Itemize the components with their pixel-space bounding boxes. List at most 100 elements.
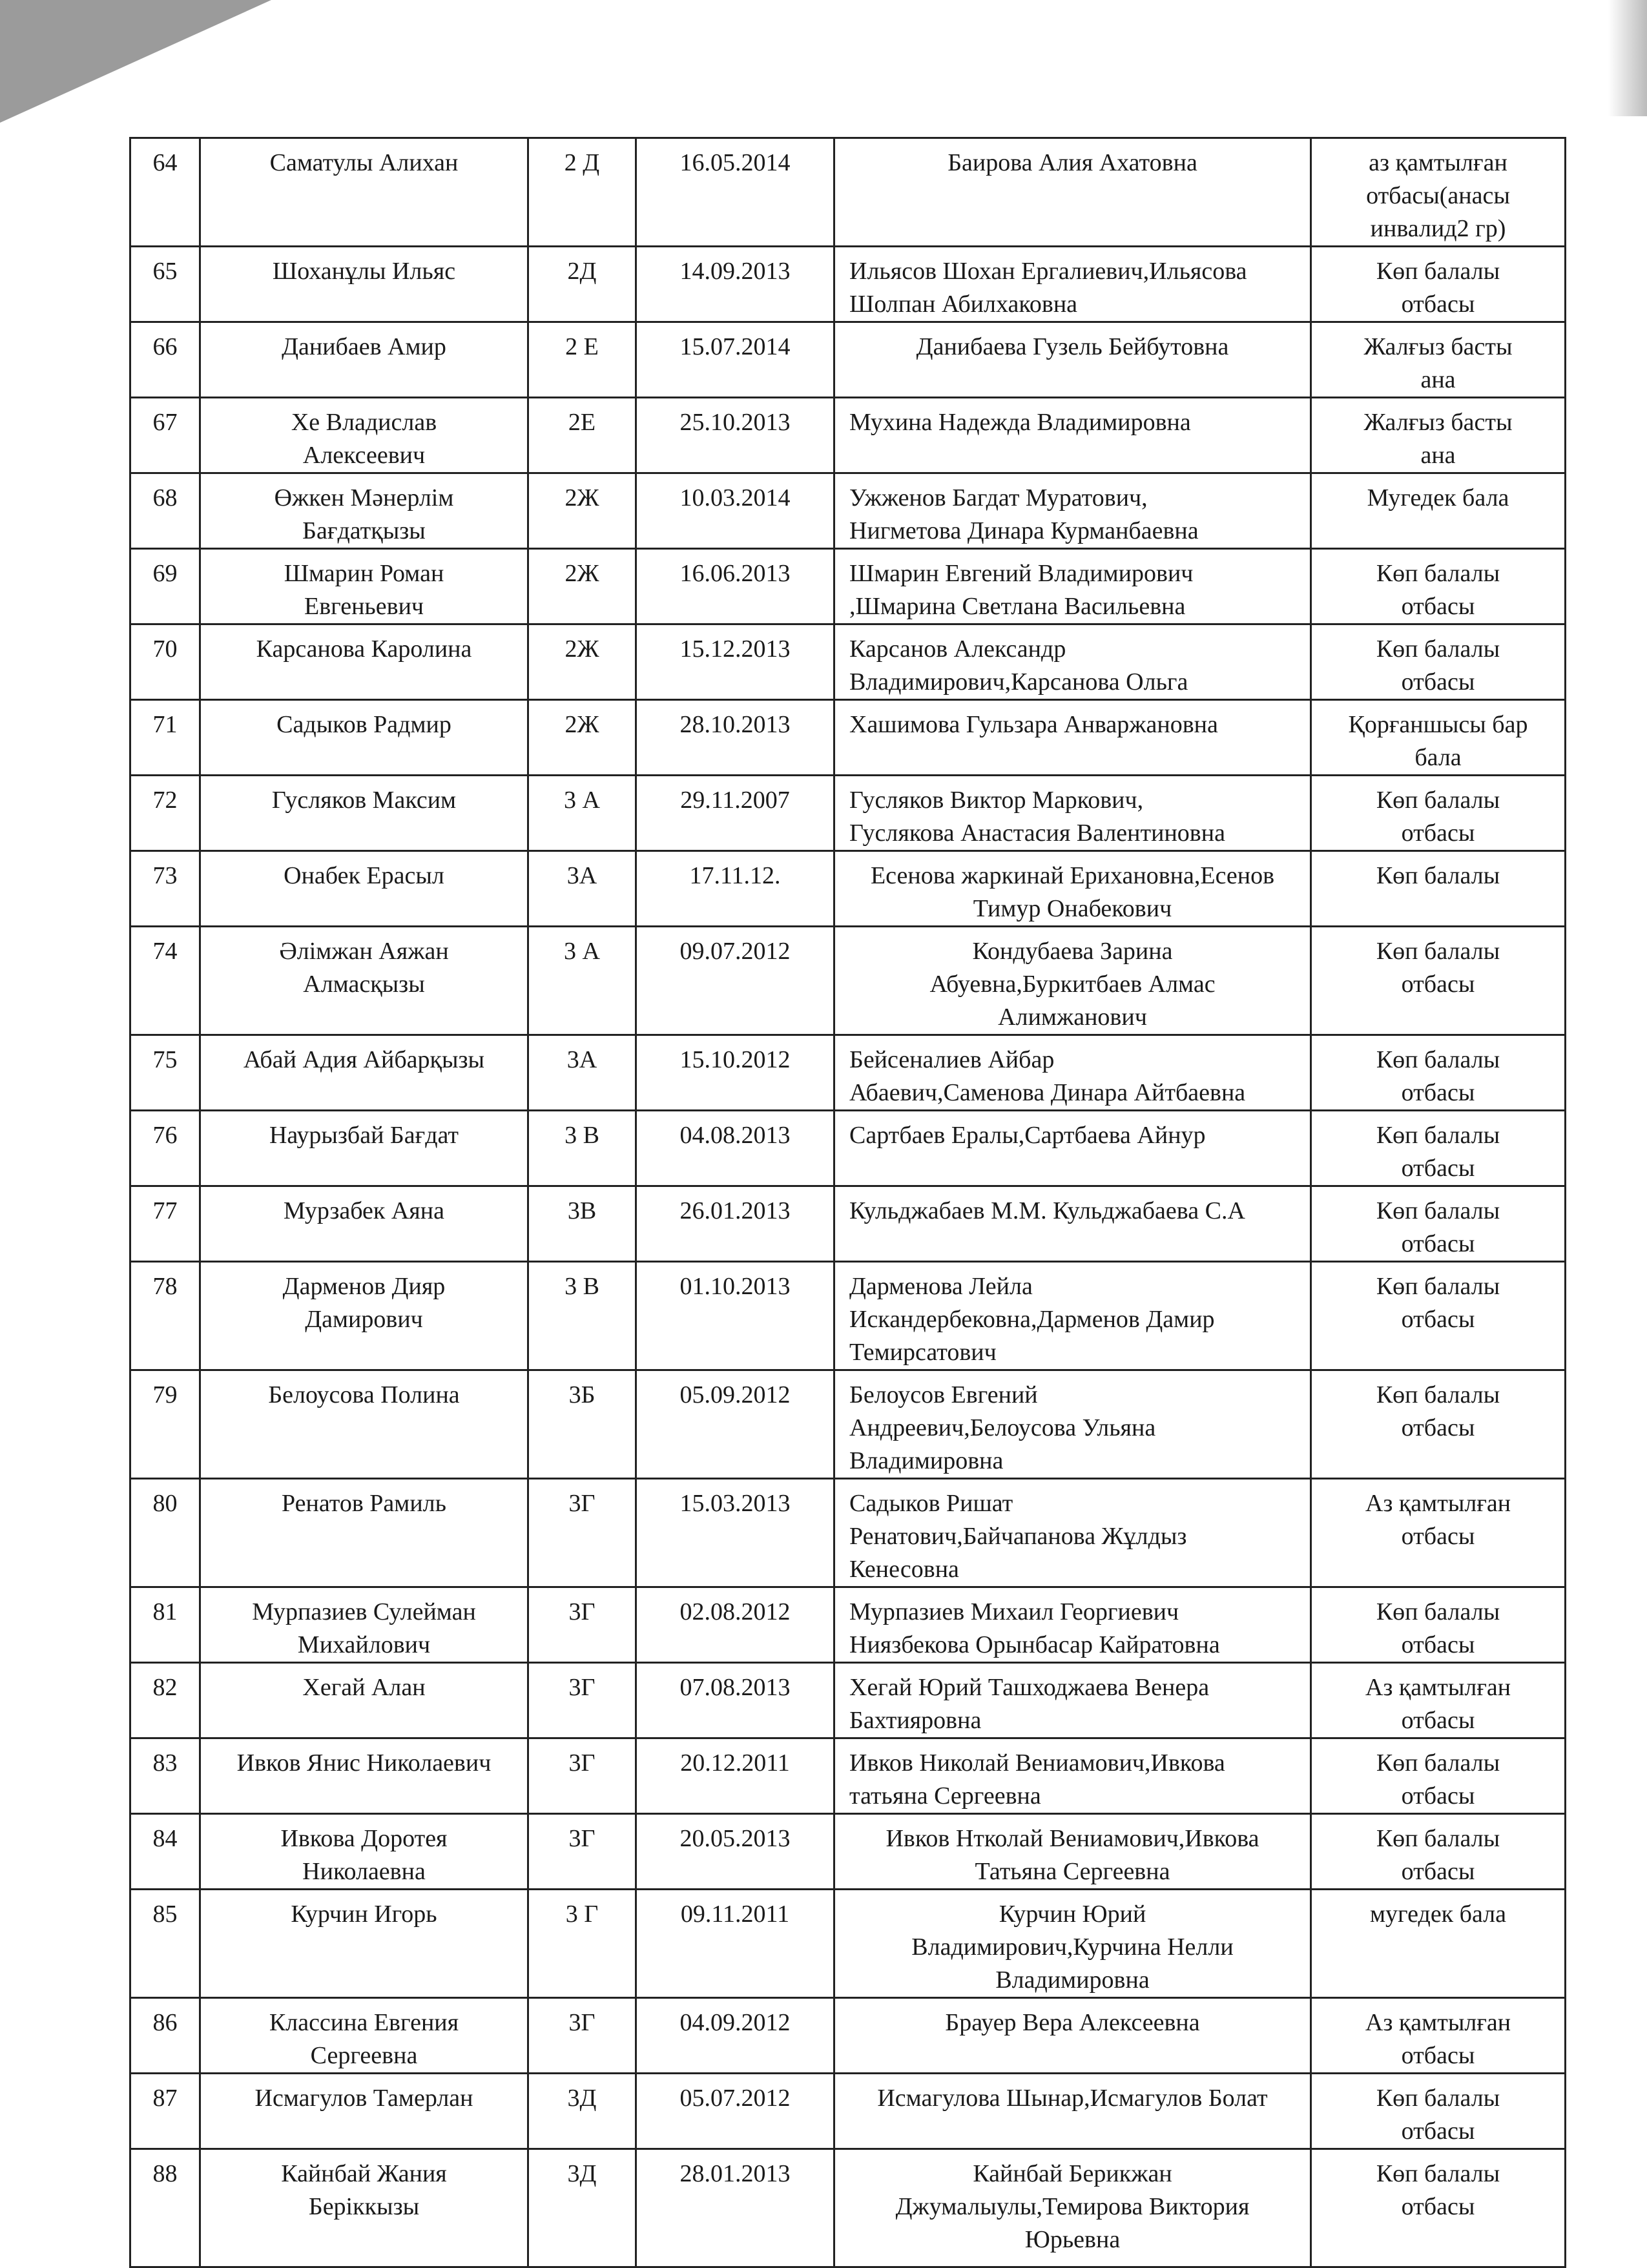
table-row: 74 Әлімжан Аяжан Алмасқызы 3 А 09.07.2012 Ко…: [129, 925, 1566, 1036]
table-row: 69 Шмарин Роман Евгеньевич 2Ж 16.06.2013 Шма…: [129, 548, 1566, 625]
row-number: 68: [129, 472, 201, 550]
birth-date: 16.06.2013: [635, 548, 835, 625]
parents-names: Бейсеналиев Айбар Абаевич,Саменова Динар…: [833, 1034, 1312, 1111]
table-row: 68 Өжкен Мәнерлім Бағдатқызы 2Ж 10.03.2014 У…: [129, 472, 1566, 550]
parents-names: Ужженов Багдат Муратович, Нигметова Дина…: [833, 472, 1312, 550]
family-status: Қорғаншысы бар бала: [1310, 699, 1566, 776]
parents-names: Хегай Юрий Ташходжаева Венера Бахтияровн…: [833, 1662, 1312, 1739]
row-number: 76: [129, 1109, 201, 1187]
family-status: Көп балалы отбасы: [1310, 2072, 1566, 2150]
class-cell: 3Г: [527, 1997, 637, 2074]
student-name: Абай Адия Айбарқызы: [199, 1034, 529, 1111]
family-status: Көп балалы отбасы: [1310, 1737, 1566, 1815]
parents-names: Мурпазиев Михаил Георгиевич Ниязбекова О…: [833, 1586, 1312, 1664]
parents-names: Кульджабаев М.М. Кульджабаева С.А: [833, 1185, 1312, 1263]
row-number: 87: [129, 2072, 201, 2150]
birth-date: 15.12.2013: [635, 623, 835, 701]
class-cell: 3А: [527, 850, 637, 927]
family-status: Аз қамтылған отбасы: [1310, 1478, 1566, 1588]
student-name: Данибаев Амир: [199, 321, 529, 398]
birth-date: 20.05.2013: [635, 1813, 835, 1890]
class-cell: 2Ж: [527, 472, 637, 550]
row-number: 86: [129, 1997, 201, 2074]
birth-date: 20.12.2011: [635, 1737, 835, 1815]
parents-names: Мухина Надежда Владимировна: [833, 397, 1312, 474]
scan-shadow-edge: [1608, 0, 1647, 116]
student-name: Курчин Игорь: [199, 1888, 529, 1999]
row-number: 72: [129, 774, 201, 852]
class-cell: 3Г: [527, 1586, 637, 1664]
family-status: Жалғыз басты ана: [1310, 397, 1566, 474]
class-cell: 3Д: [527, 2148, 637, 2268]
class-cell: 3 Г: [527, 1888, 637, 1999]
row-number: 74: [129, 925, 201, 1036]
parents-names: Данибаева Гузель Бейбутовна: [833, 321, 1312, 398]
family-status: аз қамтылған отбасы(анасы инвалид2 гр): [1310, 137, 1566, 247]
family-status: Көп балалы отбасы: [1310, 1261, 1566, 1371]
class-cell: 3Д: [527, 2072, 637, 2150]
row-number: 67: [129, 397, 201, 474]
student-name: Садыков Радмир: [199, 699, 529, 776]
family-status: Көп балалы отбасы: [1310, 1185, 1566, 1263]
family-status: Көп балалы отбасы: [1310, 1034, 1566, 1111]
class-cell: 3Г: [527, 1813, 637, 1890]
family-status: Көп балалы отбасы: [1310, 774, 1566, 852]
family-status: Көп балалы отбасы: [1310, 2148, 1566, 2268]
row-number: 83: [129, 1737, 201, 1815]
birth-date: 01.10.2013: [635, 1261, 835, 1371]
class-cell: 3Б: [527, 1369, 637, 1479]
student-name: Карсанова Каролина: [199, 623, 529, 701]
parents-names: Садыков Ришат Ренатович,Байчапанова Жұлд…: [833, 1478, 1312, 1588]
class-cell: 3В: [527, 1185, 637, 1263]
family-status: Көп балалы отбасы: [1310, 1109, 1566, 1187]
family-status: Аз қамтылған отбасы: [1310, 1997, 1566, 2074]
class-cell: 3 А: [527, 774, 637, 852]
parents-names: Ильясов Шохан Ергалиевич,Ильясова Шолпан…: [833, 245, 1312, 323]
student-name: Ренатов Рамиль: [199, 1478, 529, 1588]
class-cell: 2Ж: [527, 548, 637, 625]
birth-date: 15.03.2013: [635, 1478, 835, 1588]
parents-names: Гусляков Виктор Маркович, Гуслякова Анас…: [833, 774, 1312, 852]
table-row: 83 Ивков Янис Николаевич 3Г 20.12.2011 Ивков…: [129, 1737, 1566, 1815]
student-name: Шоханұлы Ильяс: [199, 245, 529, 323]
student-name: Мурпазиев Сулейман Михайлович: [199, 1586, 529, 1664]
table-row: 71 Садыков Радмир 2Ж 28.10.2013 Хашимова Гул…: [129, 699, 1566, 776]
table-row: 86 Классина Евгения Сергеевна 3Г 04.09.2012…: [129, 1997, 1566, 2074]
parents-names: Ивков Нтколай Вениамович,Ивкова Татьяна …: [833, 1813, 1312, 1890]
student-name: Кайнбай Жания Беріккызы: [199, 2148, 529, 2268]
class-cell: 2 Е: [527, 321, 637, 398]
birth-date: 04.08.2013: [635, 1109, 835, 1187]
family-status: Аз қамтылған отбасы: [1310, 1662, 1566, 1739]
row-number: 88: [129, 2148, 201, 2268]
birth-date: 17.11.12.: [635, 850, 835, 927]
birth-date: 15.07.2014: [635, 321, 835, 398]
row-number: 77: [129, 1185, 201, 1263]
students-table: 64 Саматулы Алихан 2 Д 16.05.2014 Баирова Ал…: [129, 137, 1566, 2268]
parents-names: Кондубаева Зарина Абуевна,Буркитбаев Алм…: [833, 925, 1312, 1036]
parents-names: Исмагулова Шынар,Исмагулов Болат: [833, 2072, 1312, 2150]
table-row: 81 Мурпазиев Сулейман Михайлович 3Г 02.08.2…: [129, 1586, 1566, 1664]
birth-date: 28.01.2013: [635, 2148, 835, 2268]
family-status: Көп балалы отбасы: [1310, 925, 1566, 1036]
student-name: Белоусова Полина: [199, 1369, 529, 1479]
table-row: 79 Белоусова Полина 3Б 05.09.2012 Белоусов Е…: [129, 1369, 1566, 1479]
class-cell: 3 А: [527, 925, 637, 1036]
table-row: 87 Исмагулов Тамерлан 3Д 05.07.2012 Исмагуло…: [129, 2072, 1566, 2150]
parents-names: Карсанов Александр Владимирович,Карсанов…: [833, 623, 1312, 701]
table-row: 75 Абай Адия Айбарқызы 3А 15.10.2012 Бейсена…: [129, 1034, 1566, 1111]
birth-date: 04.09.2012: [635, 1997, 835, 2074]
birth-date: 29.11.2007: [635, 774, 835, 852]
table-row: 66 Данибаев Амир 2 Е 15.07.2014 Данибаева Гу…: [129, 321, 1566, 398]
row-number: 80: [129, 1478, 201, 1588]
family-status: Мугедек бала: [1310, 472, 1566, 550]
row-number: 81: [129, 1586, 201, 1664]
class-cell: 3 В: [527, 1261, 637, 1371]
birth-date: 16.05.2014: [635, 137, 835, 247]
student-name: Ивкова Доротея Николаевна: [199, 1813, 529, 1890]
row-number: 70: [129, 623, 201, 701]
birth-date: 10.03.2014: [635, 472, 835, 550]
class-cell: 2Е: [527, 397, 637, 474]
student-name: Ивков Янис Николаевич: [199, 1737, 529, 1815]
parents-names: Баирова Алия Ахатовна: [833, 137, 1312, 247]
birth-date: 15.10.2012: [635, 1034, 835, 1111]
